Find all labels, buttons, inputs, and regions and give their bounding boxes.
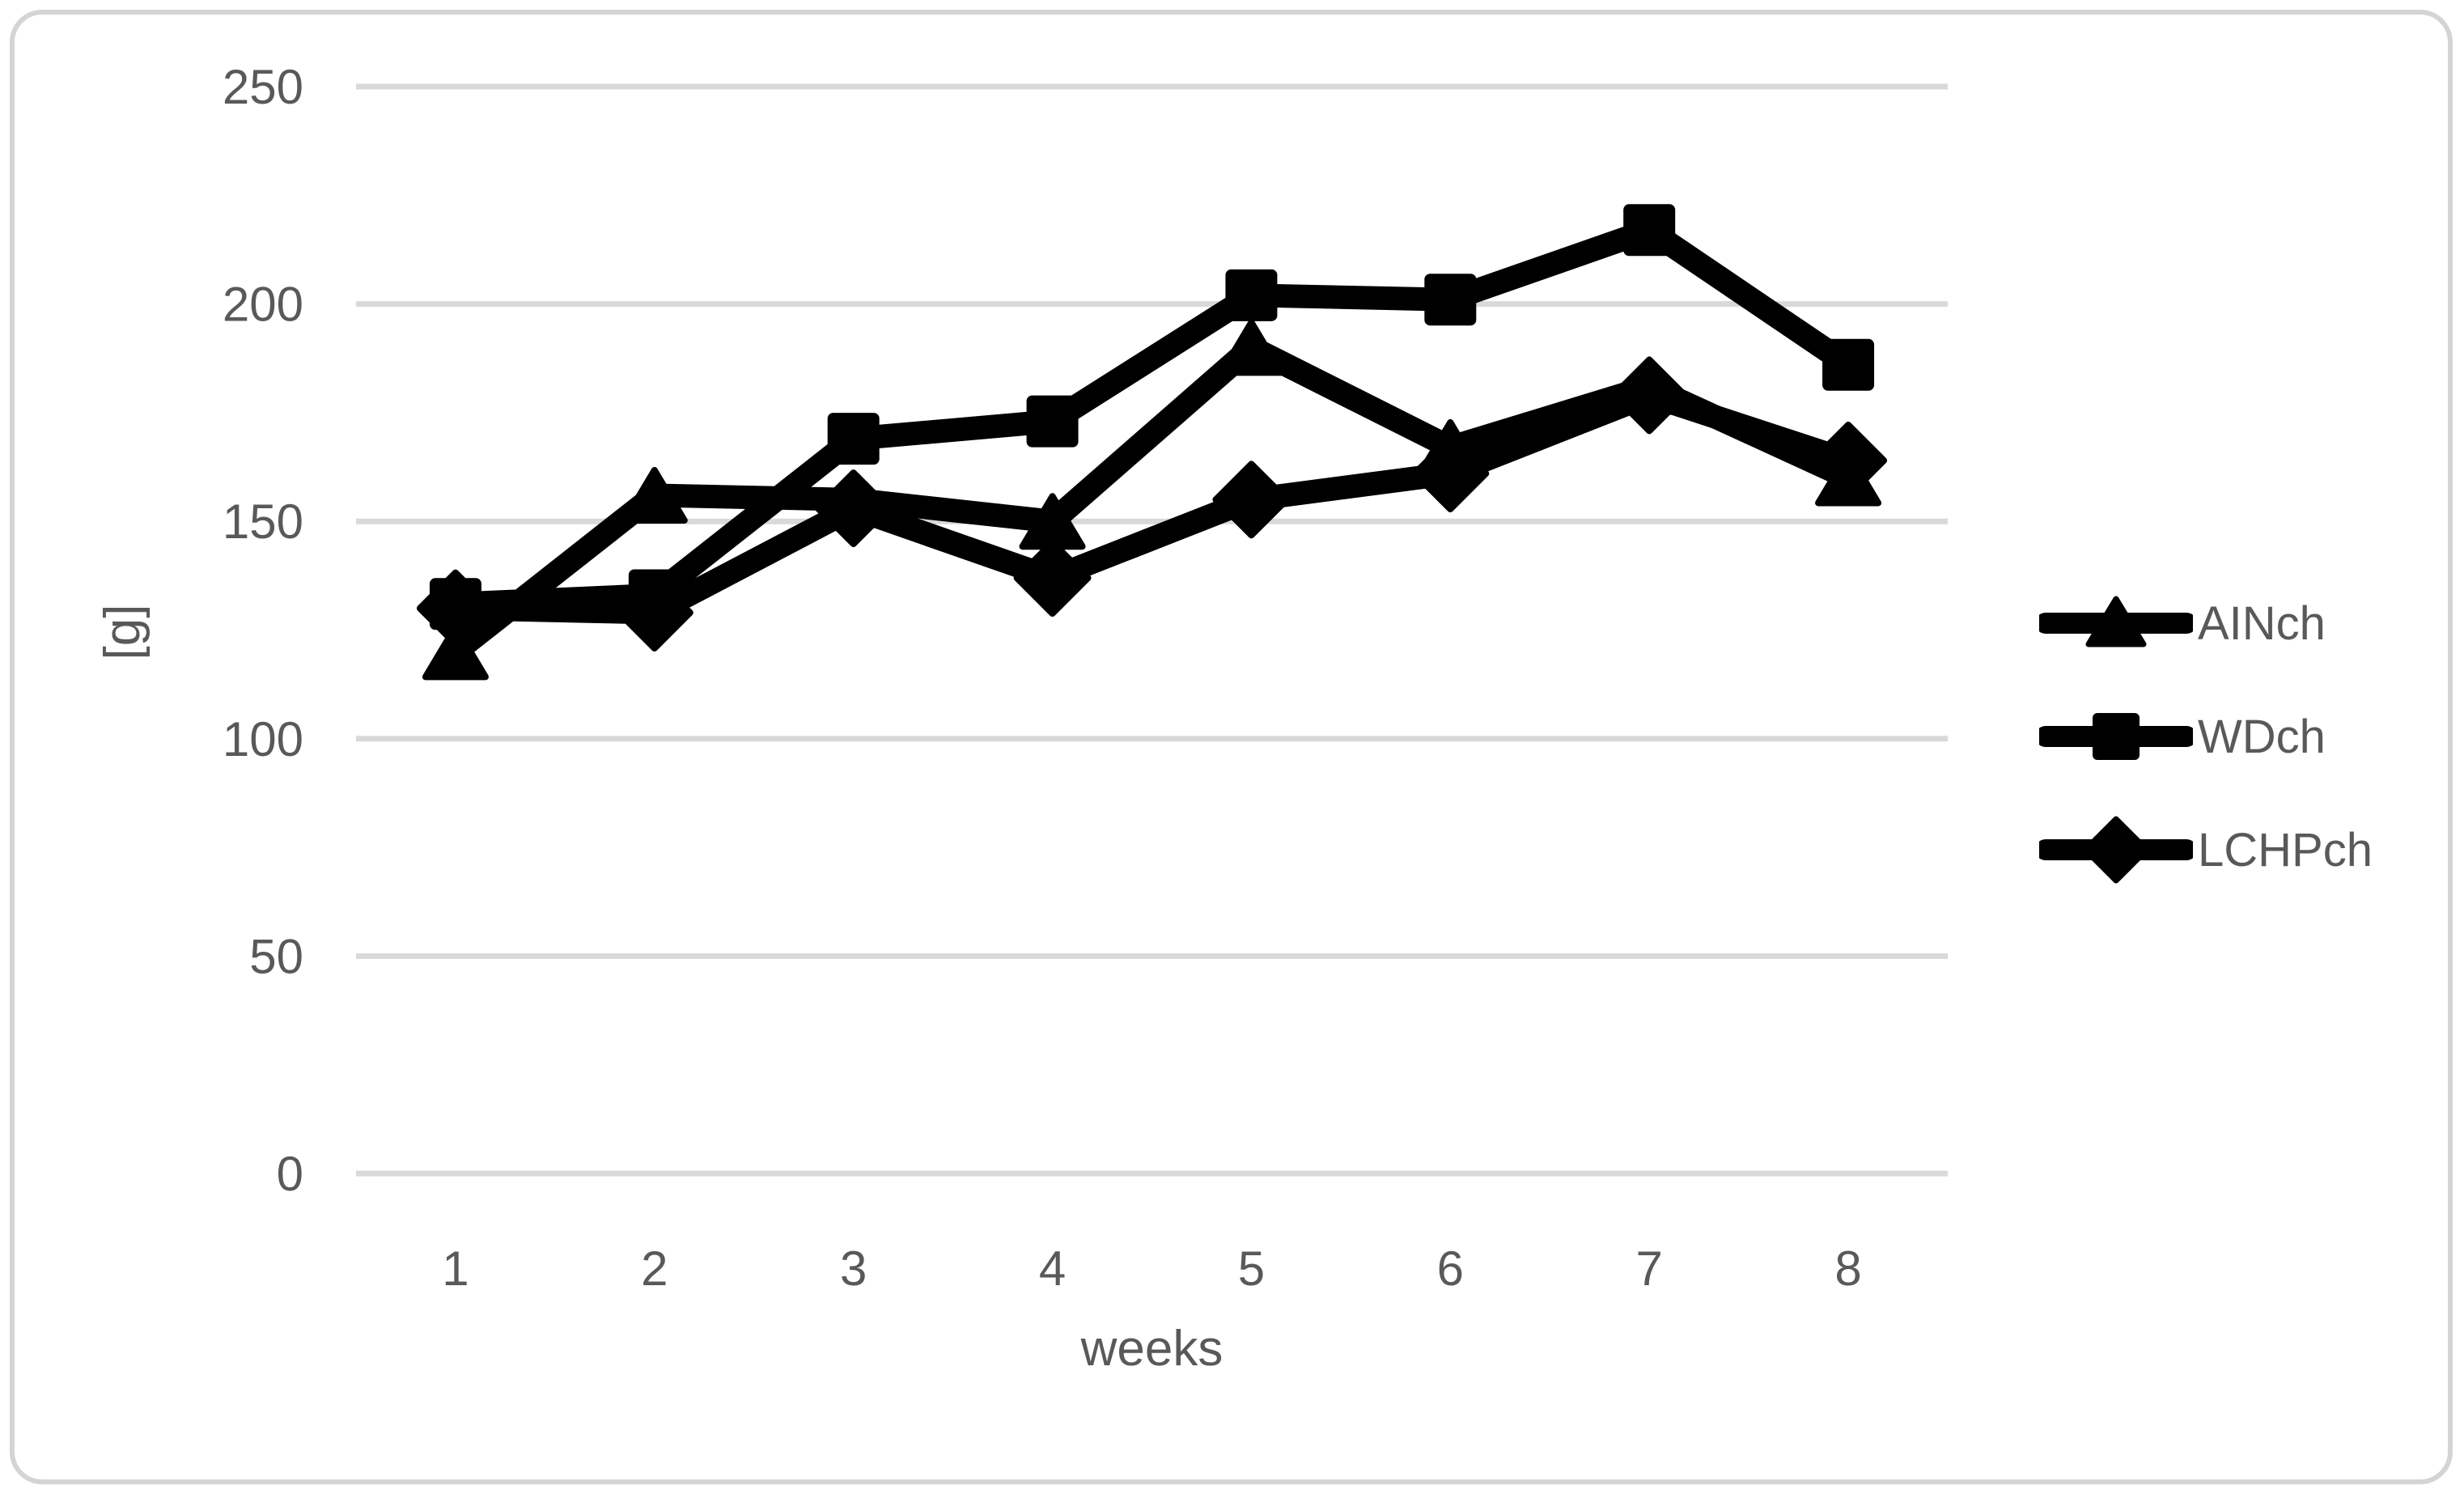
x-tick-label: 2	[641, 1241, 668, 1296]
legend: AINch WDch LCHPch	[2039, 567, 2373, 906]
marker-diamond	[1809, 421, 1888, 499]
marker-square	[1822, 338, 1875, 391]
legend-item-LCHPch: LCHPch	[2039, 793, 2373, 906]
marker-square	[1424, 274, 1477, 326]
y-tick-label: 150	[223, 494, 303, 549]
legend-marker-diamond	[2082, 816, 2150, 884]
legend-item-WDch: WDch	[2039, 680, 2373, 793]
marker-diamond	[814, 469, 893, 548]
legend-triangle-icon	[2039, 596, 2193, 647]
legend-diamond-icon	[2039, 816, 2193, 884]
y-tick-label: 250	[223, 60, 303, 114]
legend-label: LCHPch	[2198, 823, 2373, 876]
legend-label: WDch	[2198, 710, 2326, 763]
marker-triangle	[422, 623, 489, 681]
marker-triangle	[621, 466, 688, 524]
marker-square	[1623, 204, 1676, 257]
legend-label: AINch	[2198, 596, 2326, 650]
x-tick-label: 5	[1238, 1241, 1265, 1296]
x-tick-label: 4	[1039, 1241, 1066, 1296]
series-line-LCHPch	[443, 383, 1860, 625]
x-tick-label: 6	[1437, 1241, 1464, 1296]
marker-triangle	[1218, 319, 1285, 376]
legend-square-icon	[2039, 713, 2193, 760]
y-axis-title: [g]	[95, 604, 151, 660]
series-line-WDch	[443, 218, 1860, 616]
marker-square	[1026, 395, 1079, 448]
legend-marker-triangle	[2085, 596, 2147, 647]
x-tick-label: 1	[442, 1241, 469, 1296]
marker-square	[1225, 269, 1278, 321]
x-axis-title: weeks	[1080, 1321, 1224, 1377]
y-tick-label: 100	[223, 712, 303, 766]
marker-diamond	[1411, 435, 1490, 513]
x-tick-label: 8	[1834, 1241, 1861, 1296]
marker-square	[429, 578, 481, 630]
legend-marker-square	[2093, 713, 2140, 760]
x-tick-label: 3	[840, 1241, 867, 1296]
x-tick-label: 7	[1636, 1241, 1663, 1296]
y-tick-label: 50	[249, 929, 303, 983]
legend-item-AINch: AINch	[2039, 567, 2373, 680]
marker-square	[628, 569, 681, 622]
y-tick-label: 0	[277, 1147, 303, 1201]
marker-diamond	[1212, 461, 1291, 539]
marker-square	[827, 413, 880, 465]
marker-diamond	[1610, 356, 1689, 435]
y-tick-label: 200	[223, 278, 303, 332]
marker-diamond	[1013, 539, 1092, 618]
